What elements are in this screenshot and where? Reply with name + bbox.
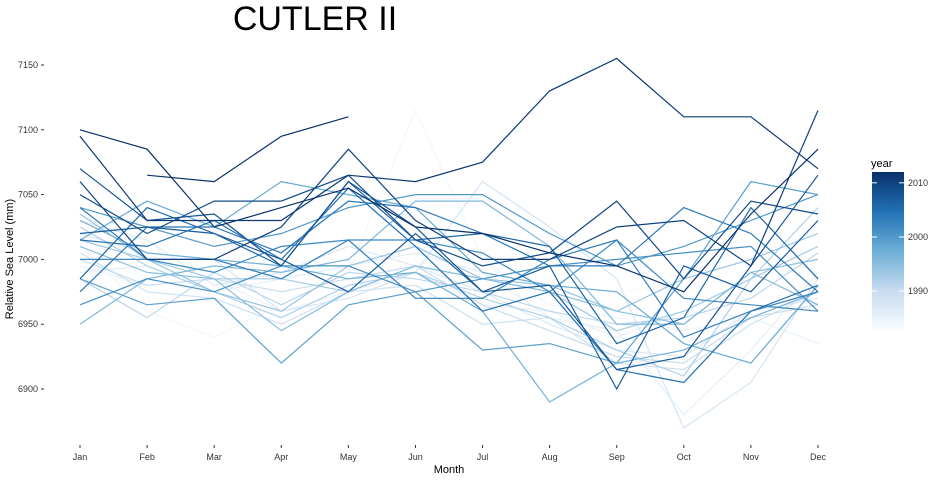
y-tick-label: 6950 xyxy=(18,319,38,329)
y-axis: 6900 6950 7000 7050 7100 7150 xyxy=(18,60,44,394)
x-axis-label: Month xyxy=(434,464,465,476)
legend-tick-label: 2000 xyxy=(908,232,928,242)
series-line-2004 xyxy=(79,200,819,293)
x-tick-label: Apr xyxy=(274,452,288,462)
series-line-2005 xyxy=(79,187,819,384)
series-line-2000 xyxy=(79,194,819,267)
x-tick-label: Aug xyxy=(542,452,558,462)
series-line-2011 xyxy=(79,57,819,222)
x-tick-label: Sep xyxy=(609,452,625,462)
series-line-1984 xyxy=(79,108,819,338)
y-tick-label: 6900 xyxy=(18,384,38,394)
series-lines xyxy=(79,57,819,429)
x-tick-label: Dec xyxy=(810,452,827,462)
series-line-2001 xyxy=(79,245,819,312)
chart-title: CUTLER II xyxy=(233,0,397,38)
x-tick-label: Nov xyxy=(743,452,760,462)
y-tick-label: 7100 xyxy=(18,125,38,135)
x-tick-label: Jul xyxy=(477,452,489,462)
y-tick-label: 7000 xyxy=(18,254,38,264)
legend: year 1990 2000 2010 xyxy=(871,158,928,329)
series-line-2012 xyxy=(79,129,819,293)
y-tick-label: 7050 xyxy=(18,190,38,200)
series-line-1989 xyxy=(79,252,819,371)
x-axis: Jan Feb Mar Apr May Jun Jul Aug Sep Oct Nov Dec xyxy=(73,445,827,462)
series-line-1996 xyxy=(79,200,819,325)
legend-ticks: 1990 2000 2010 xyxy=(872,178,928,296)
series-line-1983 xyxy=(79,252,819,312)
series-line-2012 xyxy=(147,116,349,183)
series-line-2006 xyxy=(79,180,819,345)
series-line-1986 xyxy=(79,252,819,416)
legend-tick-label: 1990 xyxy=(908,286,928,296)
y-axis-label: Relative Sea Level (mm) xyxy=(4,199,16,319)
legend-tick-label: 2010 xyxy=(908,178,928,188)
series-line-2010 xyxy=(79,110,819,267)
y-tick-label: 7150 xyxy=(18,60,38,70)
series-line-2008 xyxy=(79,168,819,371)
series-line-2007 xyxy=(79,220,819,391)
series-line-2009 xyxy=(79,174,819,280)
x-tick-label: Jan xyxy=(73,452,88,462)
series-line-1997 xyxy=(79,219,819,403)
legend-title: year xyxy=(871,158,893,170)
x-tick-label: Mar xyxy=(206,452,222,462)
legend-colorbar xyxy=(872,172,904,329)
x-tick-label: May xyxy=(340,452,358,462)
x-tick-label: Jun xyxy=(408,452,423,462)
series-line-1999 xyxy=(79,180,819,364)
x-tick-label: Oct xyxy=(677,452,692,462)
x-tick-label: Feb xyxy=(139,452,155,462)
